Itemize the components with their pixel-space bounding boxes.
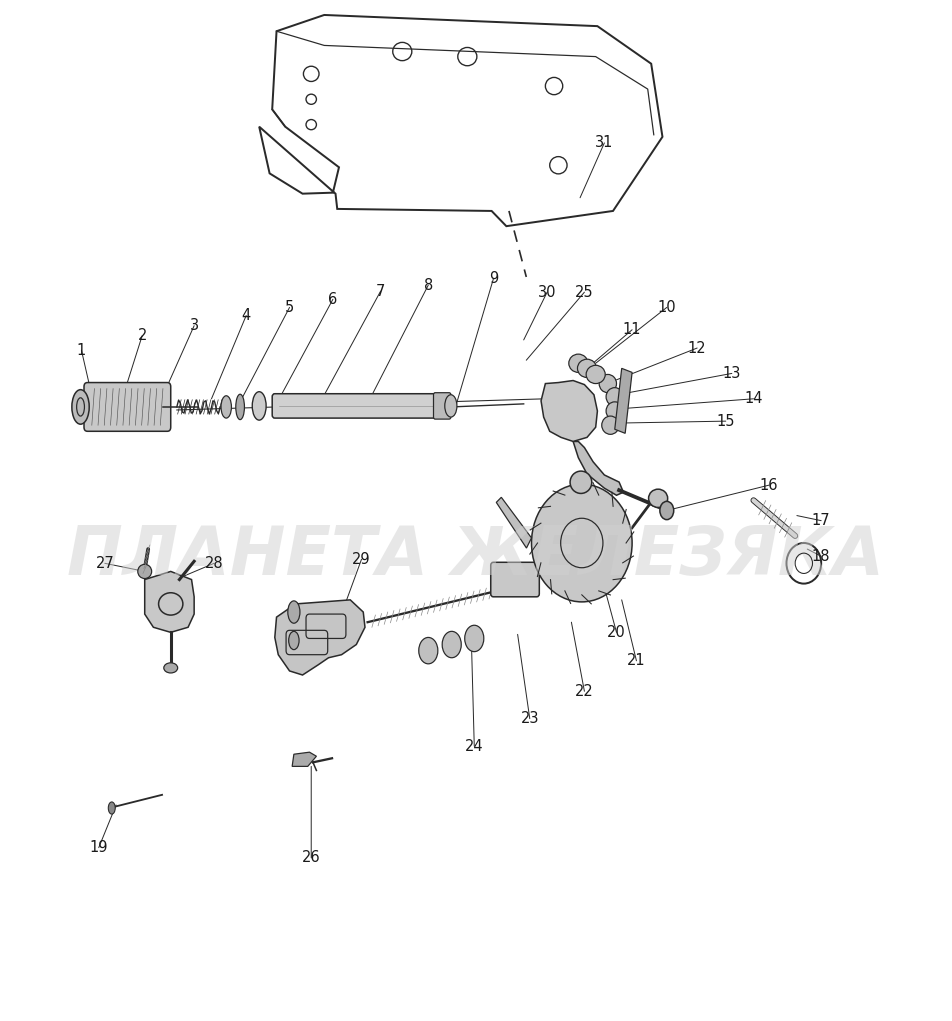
Text: 17: 17 (812, 514, 830, 528)
Text: 9: 9 (488, 272, 498, 287)
Ellipse shape (109, 801, 115, 814)
Text: 14: 14 (744, 391, 763, 406)
Text: 1: 1 (77, 343, 86, 357)
Text: 4: 4 (242, 308, 250, 323)
Text: 31: 31 (595, 136, 613, 150)
Text: 28: 28 (205, 555, 224, 571)
Ellipse shape (164, 663, 178, 673)
Ellipse shape (648, 489, 667, 507)
Text: 16: 16 (760, 478, 779, 492)
Text: 24: 24 (465, 738, 484, 753)
Ellipse shape (288, 601, 300, 623)
Polygon shape (145, 572, 194, 632)
Text: 22: 22 (575, 684, 594, 698)
Ellipse shape (445, 395, 457, 418)
FancyBboxPatch shape (490, 563, 540, 597)
FancyBboxPatch shape (272, 394, 441, 418)
Text: 23: 23 (521, 712, 539, 726)
Text: 6: 6 (328, 292, 338, 306)
Text: 26: 26 (302, 850, 321, 865)
Text: 10: 10 (658, 300, 676, 314)
Text: 19: 19 (89, 840, 108, 856)
Ellipse shape (419, 637, 438, 664)
Ellipse shape (71, 390, 89, 424)
Ellipse shape (599, 375, 617, 393)
Text: 8: 8 (424, 278, 433, 293)
Ellipse shape (606, 402, 624, 420)
Ellipse shape (586, 366, 605, 384)
Ellipse shape (236, 394, 245, 420)
Polygon shape (541, 381, 598, 441)
Polygon shape (615, 369, 632, 433)
Text: 20: 20 (607, 625, 625, 640)
Ellipse shape (288, 631, 299, 649)
Ellipse shape (221, 396, 231, 418)
Text: 27: 27 (95, 555, 114, 571)
Ellipse shape (578, 359, 597, 378)
Ellipse shape (252, 392, 267, 420)
Text: 18: 18 (812, 548, 830, 564)
Ellipse shape (570, 471, 592, 493)
Ellipse shape (568, 354, 588, 373)
Ellipse shape (442, 631, 462, 658)
Ellipse shape (602, 417, 619, 434)
Text: 13: 13 (723, 366, 741, 381)
Text: 5: 5 (285, 300, 294, 314)
Text: 2: 2 (137, 329, 147, 343)
Text: 15: 15 (717, 414, 735, 429)
Text: 12: 12 (688, 341, 706, 355)
Text: 30: 30 (538, 285, 556, 300)
FancyBboxPatch shape (433, 393, 451, 419)
Text: 3: 3 (189, 319, 199, 333)
Ellipse shape (606, 388, 624, 406)
Text: ПЛАНЕТА ЖЕЛЕЗЯКА: ПЛАНЕТА ЖЕЛЕЗЯКА (68, 523, 884, 589)
Polygon shape (573, 441, 624, 495)
Circle shape (531, 484, 632, 602)
Polygon shape (496, 497, 531, 548)
Polygon shape (292, 752, 316, 767)
Text: 29: 29 (352, 551, 371, 567)
Text: 7: 7 (376, 284, 386, 299)
Text: 25: 25 (575, 285, 594, 300)
FancyBboxPatch shape (84, 383, 170, 431)
Ellipse shape (138, 565, 151, 579)
Polygon shape (275, 600, 365, 675)
Text: 11: 11 (623, 323, 642, 337)
Text: 21: 21 (627, 653, 645, 669)
Ellipse shape (465, 625, 484, 651)
Ellipse shape (660, 501, 674, 520)
